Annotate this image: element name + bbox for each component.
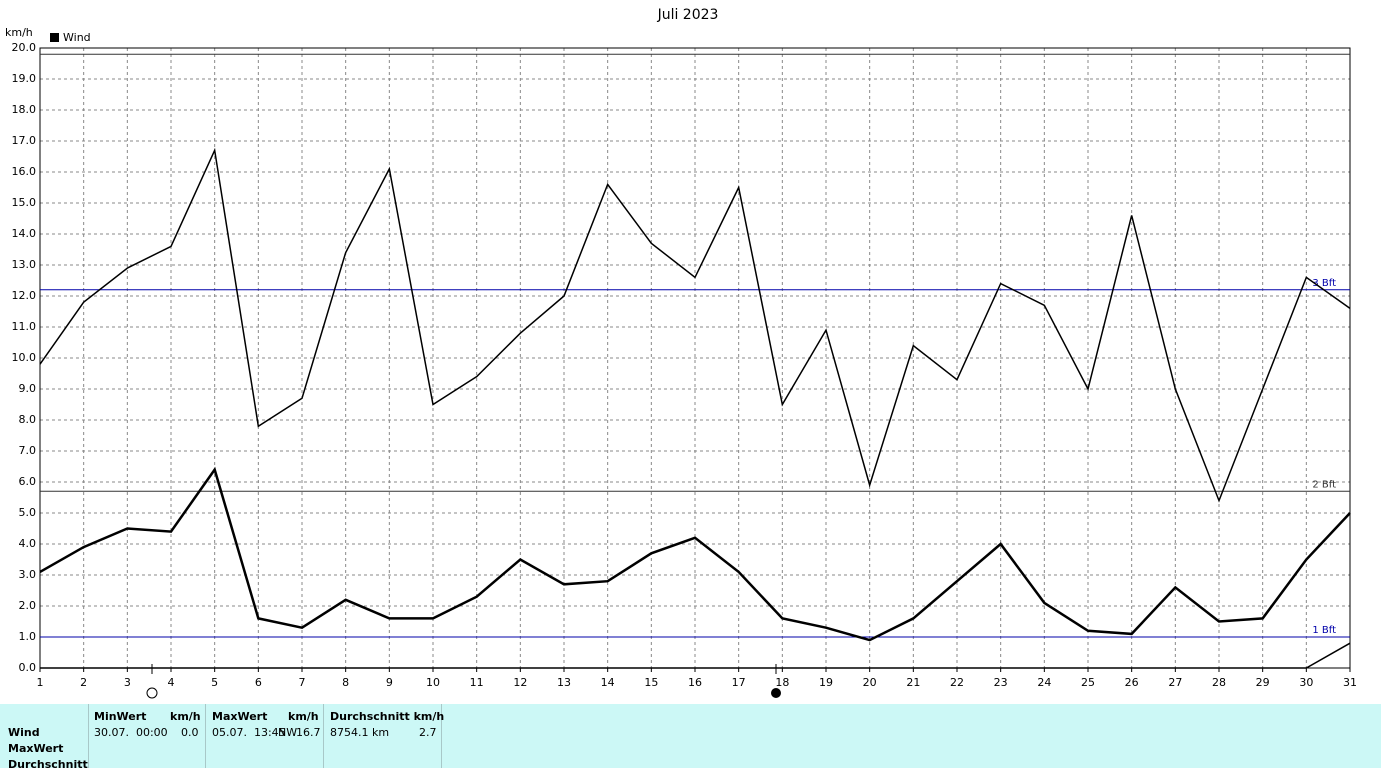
x-tick-label: 2 xyxy=(80,676,87,689)
separator xyxy=(205,704,206,768)
x-tick-label: 8 xyxy=(342,676,349,689)
x-tick-label: 9 xyxy=(386,676,393,689)
y-tick-label: 16.0 xyxy=(12,165,37,178)
x-tick-label: 17 xyxy=(732,676,746,689)
row-label: MaxWert xyxy=(8,742,64,755)
y-tick-label: 5.0 xyxy=(19,506,37,519)
x-tick-label: 5 xyxy=(211,676,218,689)
x-tick-label: 16 xyxy=(688,676,702,689)
x-tick-label: 31 xyxy=(1343,676,1357,689)
y-tick-label: 17.0 xyxy=(12,134,37,147)
unit: km/h xyxy=(288,710,319,723)
legend-swatch xyxy=(50,33,59,42)
direction: NW xyxy=(278,726,298,739)
y-tick-label: 18.0 xyxy=(12,103,37,116)
x-tick-label: 15 xyxy=(644,676,658,689)
y-tick-label: 12.0 xyxy=(12,289,37,302)
moon-icon xyxy=(771,688,781,698)
stats-table: Wind MaxWert Durchschnitt MinWert km/h 3… xyxy=(0,704,1381,768)
x-tick-label: 7 xyxy=(299,676,306,689)
separator xyxy=(441,704,442,768)
reference-label: 3 Bft xyxy=(1312,278,1336,289)
time: 30.07. 00:00 xyxy=(94,726,168,739)
y-tick-label: 1.0 xyxy=(19,630,37,643)
y-tick-label: 14.0 xyxy=(12,227,37,240)
x-tick-label: 4 xyxy=(168,676,175,689)
value: 16.7 xyxy=(296,726,321,739)
separator xyxy=(88,704,89,768)
time: 05.07. 13:45 xyxy=(212,726,286,739)
separator xyxy=(323,704,324,768)
y-tick-label: 19.0 xyxy=(12,72,37,85)
x-tick-label: 21 xyxy=(906,676,920,689)
header: MaxWert xyxy=(212,710,268,723)
x-tick-label: 13 xyxy=(557,676,571,689)
series-line xyxy=(40,642,1351,669)
distance: 8754.1 km xyxy=(330,726,390,739)
moon-icon xyxy=(146,687,158,699)
x-tick-label: 1 xyxy=(37,676,44,689)
row-label: Durchschnitt xyxy=(8,758,88,768)
series-line xyxy=(39,466,1351,642)
x-tick-label: 23 xyxy=(994,676,1008,689)
legend-label: Wind xyxy=(63,31,91,44)
y-tick-label: 9.0 xyxy=(19,382,37,395)
y-tick-label: 13.0 xyxy=(12,258,37,271)
x-tick-label: 6 xyxy=(255,676,262,689)
x-tick-label: 26 xyxy=(1125,676,1139,689)
y-tick-label: 3.0 xyxy=(19,568,37,581)
y-tick-label: 20.0 xyxy=(12,41,37,54)
x-tick-label: 10 xyxy=(426,676,440,689)
x-tick-label: 30 xyxy=(1299,676,1313,689)
series-line xyxy=(39,147,1351,503)
x-tick-label: 28 xyxy=(1212,676,1226,689)
header: Durchschnitt km/h xyxy=(330,710,445,723)
x-tick-label: 29 xyxy=(1256,676,1270,689)
x-tick-label: 27 xyxy=(1168,676,1182,689)
x-tick-label: 25 xyxy=(1081,676,1095,689)
x-tick-label: 19 xyxy=(819,676,833,689)
row-label: Wind xyxy=(8,726,40,739)
x-tick-label: 24 xyxy=(1037,676,1051,689)
value: 2.7 xyxy=(419,726,437,739)
unit: km/h xyxy=(170,710,201,723)
header: MinWert xyxy=(94,710,147,723)
reference-label: 2 Bft xyxy=(1312,479,1336,490)
y-tick-label: 15.0 xyxy=(12,196,37,209)
y-tick-label: 0.0 xyxy=(19,661,37,674)
y-tick-label: 2.0 xyxy=(19,599,37,612)
x-tick-label: 22 xyxy=(950,676,964,689)
y-tick-label: 11.0 xyxy=(12,320,37,333)
y-tick-label: 6.0 xyxy=(19,475,37,488)
x-tick-label: 14 xyxy=(601,676,615,689)
y-tick-label: 4.0 xyxy=(19,537,37,550)
x-tick-label: 12 xyxy=(513,676,527,689)
chart-title: Juli 2023 xyxy=(657,7,719,23)
reference-label: 1 Bft xyxy=(1312,625,1336,636)
y-tick-label: 10.0 xyxy=(12,351,37,364)
x-tick-label: 11 xyxy=(470,676,484,689)
chart: Juli 2023 km/h 1 2 3 4 5 6 7 8 9 10 11 12 13 14 15 16 17… xyxy=(5,7,1358,699)
y-axis-label: km/h xyxy=(5,26,33,39)
plot: 1 2 3 4 5 6 7 8 9 10 11 12 13 14 15 16 17 18 19 20 21 22 23 24 2… xyxy=(12,31,1358,689)
x-tick-label: 20 xyxy=(863,676,877,689)
value: 0.0 xyxy=(181,726,199,739)
x-tick-label: 3 xyxy=(124,676,131,689)
y-tick-label: 8.0 xyxy=(19,413,37,426)
x-tick-label: 18 xyxy=(775,676,789,689)
y-tick-label: 7.0 xyxy=(19,444,37,457)
